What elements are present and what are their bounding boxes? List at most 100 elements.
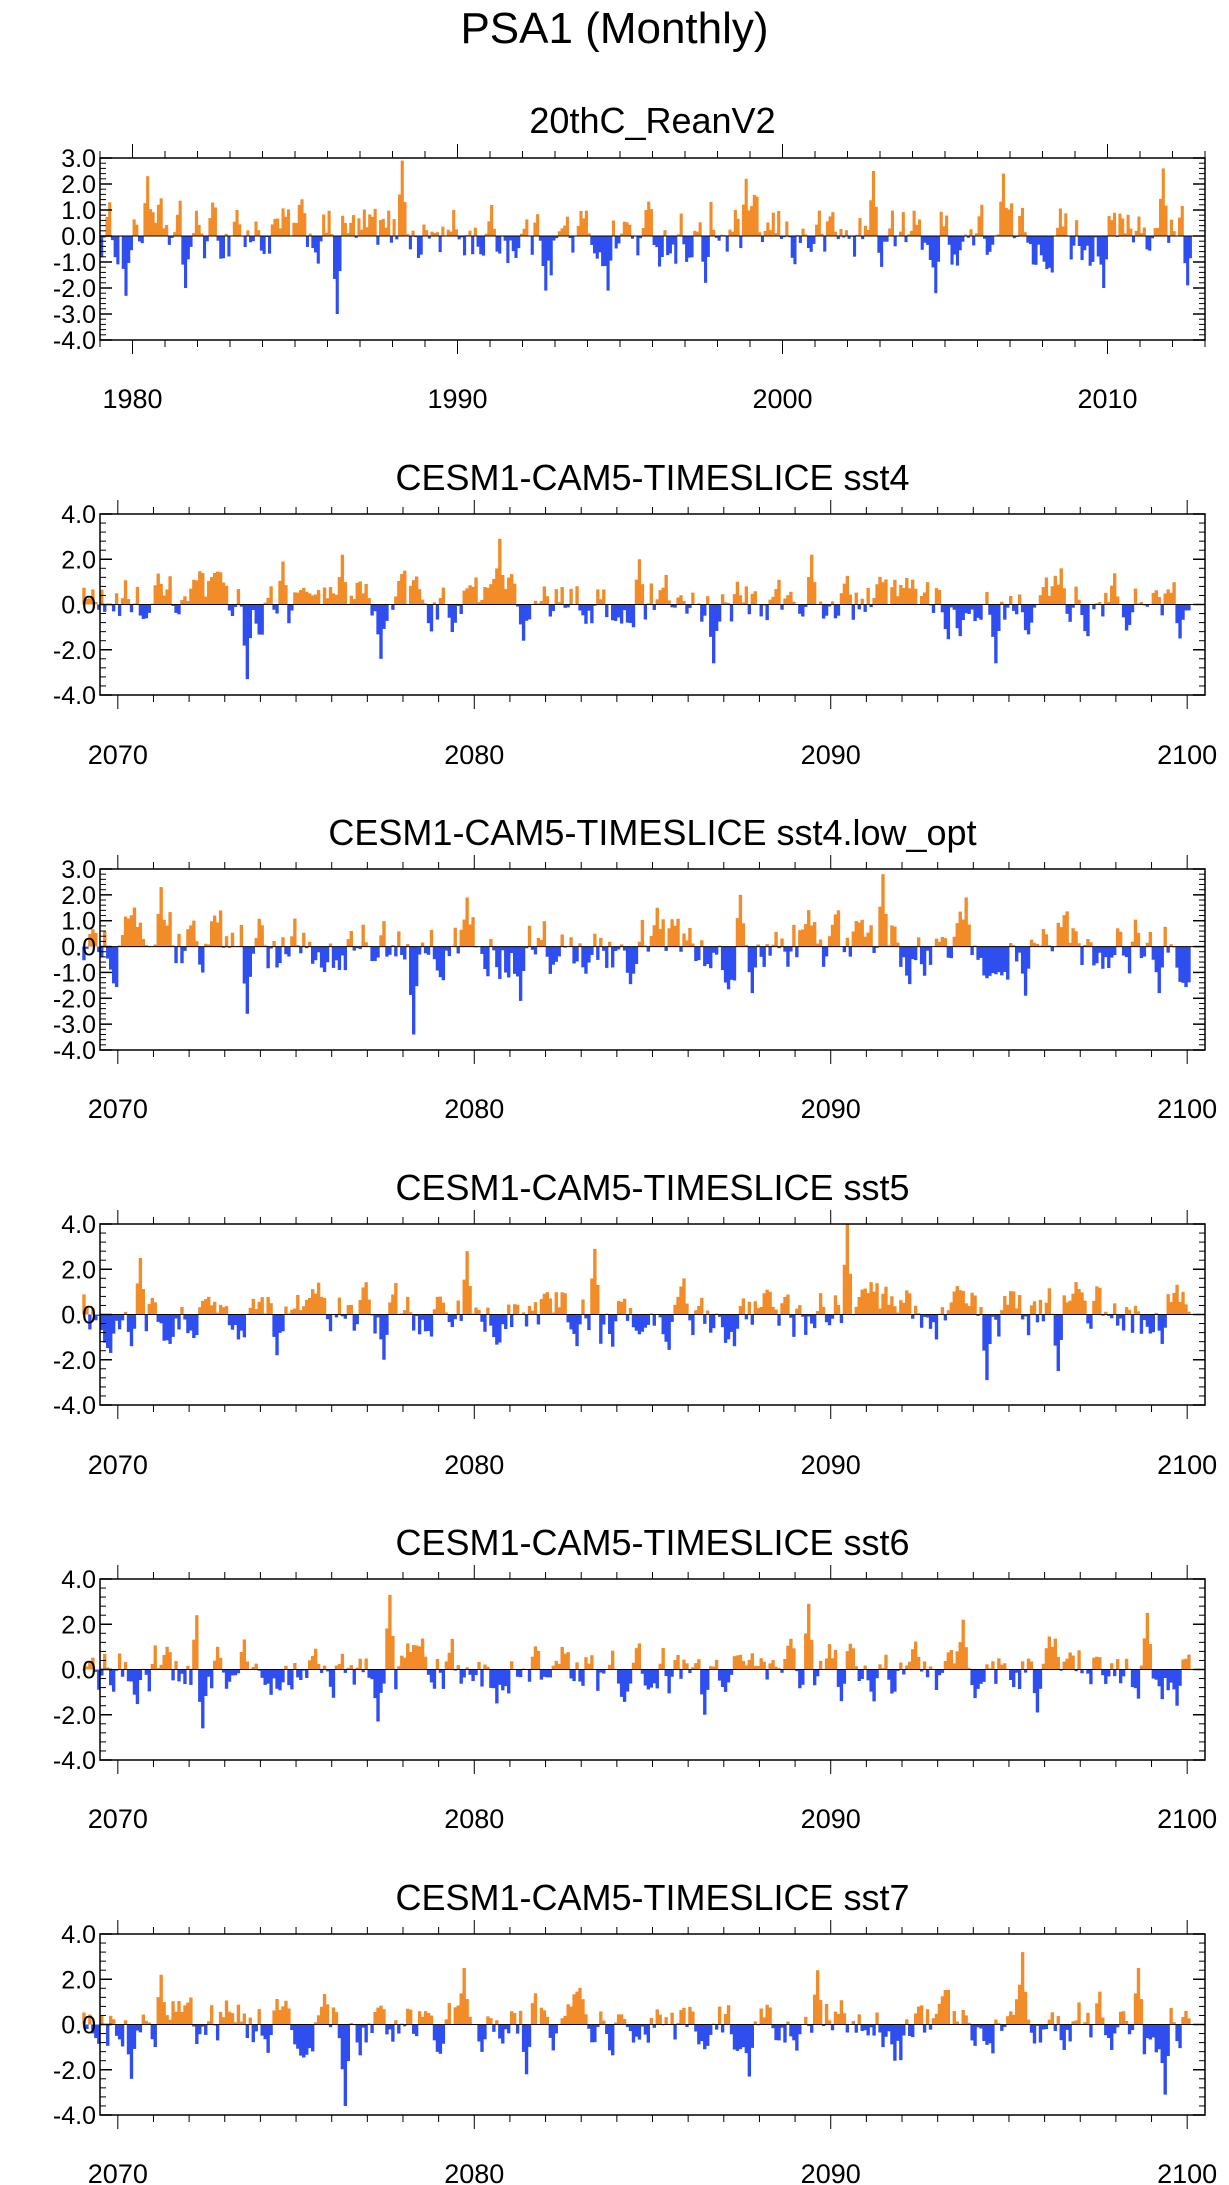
positive-bar bbox=[162, 595, 166, 605]
positive-bar bbox=[1050, 2012, 1055, 2025]
positive-bar bbox=[495, 2020, 499, 2025]
positive-bar bbox=[536, 1650, 541, 1670]
positive-bar bbox=[833, 914, 838, 947]
positive-bar bbox=[813, 922, 817, 947]
negative-bar bbox=[281, 1669, 285, 1683]
negative-bar bbox=[272, 1669, 276, 1679]
positive-bar bbox=[590, 1655, 594, 1670]
negative-bar bbox=[590, 946, 594, 955]
negative-bar bbox=[498, 1314, 502, 1343]
positive-bar bbox=[411, 580, 416, 605]
negative-bar bbox=[810, 2024, 814, 2033]
negative-bar bbox=[709, 946, 713, 969]
positive-bar bbox=[937, 589, 942, 605]
negative-bar bbox=[343, 1314, 348, 1319]
positive-bar bbox=[290, 1309, 294, 1315]
negative-bar bbox=[955, 236, 960, 266]
positive-bar bbox=[328, 587, 333, 605]
x-tick-label: 1990 bbox=[427, 384, 487, 414]
positive-bar bbox=[834, 231, 838, 236]
positive-bar bbox=[908, 1661, 912, 1670]
positive-bar bbox=[815, 1311, 820, 1315]
positive-bar bbox=[640, 584, 645, 605]
negative-bar bbox=[224, 1669, 229, 1689]
negative-bar bbox=[275, 946, 279, 968]
negative-bar bbox=[201, 1669, 205, 1729]
plot-frame bbox=[99, 157, 1206, 341]
negative-bar bbox=[614, 236, 618, 249]
negative-bar bbox=[1099, 236, 1103, 265]
positive-bar bbox=[233, 2022, 238, 2025]
positive-bar bbox=[1047, 595, 1052, 605]
negative-bar bbox=[726, 946, 731, 990]
positive-bar bbox=[542, 2010, 547, 2025]
positive-bar bbox=[658, 590, 662, 605]
negative-bar bbox=[851, 604, 855, 620]
positive-bar bbox=[980, 204, 984, 236]
positive-bar bbox=[732, 1656, 737, 1670]
negative-bar bbox=[1142, 946, 1147, 957]
negative-bar bbox=[619, 1669, 624, 1697]
positive-bar bbox=[204, 596, 208, 605]
positive-bar bbox=[82, 1294, 86, 1315]
negative-bar bbox=[709, 604, 713, 637]
negative-bar bbox=[432, 946, 437, 960]
negative-bar bbox=[1110, 2024, 1114, 2050]
negative-bar bbox=[408, 236, 412, 250]
positive-bar bbox=[1139, 1999, 1144, 2025]
positive-bar bbox=[449, 231, 453, 236]
negative-bar bbox=[492, 1314, 496, 1338]
negative-bar bbox=[575, 1314, 579, 1347]
positive-bar bbox=[1177, 217, 1182, 236]
positive-bar bbox=[536, 214, 540, 236]
positive-bar bbox=[82, 587, 86, 605]
negative-bar bbox=[334, 946, 339, 961]
positive-bar bbox=[946, 1310, 951, 1315]
positive-bar bbox=[197, 224, 201, 236]
positive-bar bbox=[417, 2011, 422, 2025]
positive-bar bbox=[361, 924, 365, 947]
panel-title: 20thC_ReanV2 bbox=[529, 100, 775, 141]
y-tick-label: 0.0 bbox=[61, 934, 96, 962]
positive-bar bbox=[1029, 1661, 1034, 1670]
negative-bar bbox=[795, 946, 799, 958]
positive-bar bbox=[284, 585, 288, 605]
positive-bar bbox=[281, 208, 285, 236]
negative-bar bbox=[602, 1314, 606, 1325]
positive-bar bbox=[771, 1660, 775, 1670]
positive-bar bbox=[468, 585, 472, 605]
negative-bar bbox=[652, 604, 656, 610]
positive-bar bbox=[533, 222, 537, 236]
positive-bar bbox=[1101, 2017, 1105, 2025]
positive-bar bbox=[611, 1650, 615, 1670]
negative-bar bbox=[801, 1669, 805, 1685]
negative-bar bbox=[1089, 1314, 1093, 1329]
y-tick-label: -4.0 bbox=[53, 2102, 96, 2130]
positive-bar bbox=[1068, 1652, 1072, 1670]
negative-bar bbox=[551, 946, 555, 965]
positive-bar bbox=[1068, 942, 1072, 947]
negative-bar bbox=[593, 2024, 597, 2043]
negative-bar bbox=[269, 946, 273, 949]
positive-bar bbox=[1009, 595, 1013, 605]
negative-bar bbox=[1034, 236, 1038, 265]
negative-bar bbox=[1130, 2024, 1135, 2031]
positive-bar bbox=[679, 213, 683, 236]
negative-bar bbox=[177, 1314, 181, 1330]
positive-bar bbox=[661, 919, 665, 947]
negative-bar bbox=[389, 236, 393, 243]
negative-bar bbox=[1047, 236, 1052, 268]
negative-bar bbox=[1160, 1669, 1164, 1700]
negative-bar bbox=[483, 2024, 487, 2040]
negative-bar bbox=[1110, 946, 1114, 958]
positive-bar bbox=[961, 919, 965, 947]
positive-bar bbox=[403, 1657, 407, 1670]
negative-bar bbox=[720, 946, 725, 971]
negative-bar bbox=[798, 604, 802, 614]
negative-bar bbox=[735, 2024, 740, 2051]
positive-bar bbox=[649, 1313, 653, 1315]
positive-bar bbox=[810, 925, 814, 947]
positive-bar bbox=[1107, 216, 1111, 236]
positive-bar bbox=[1148, 1644, 1153, 1670]
positive-bar bbox=[302, 587, 306, 605]
